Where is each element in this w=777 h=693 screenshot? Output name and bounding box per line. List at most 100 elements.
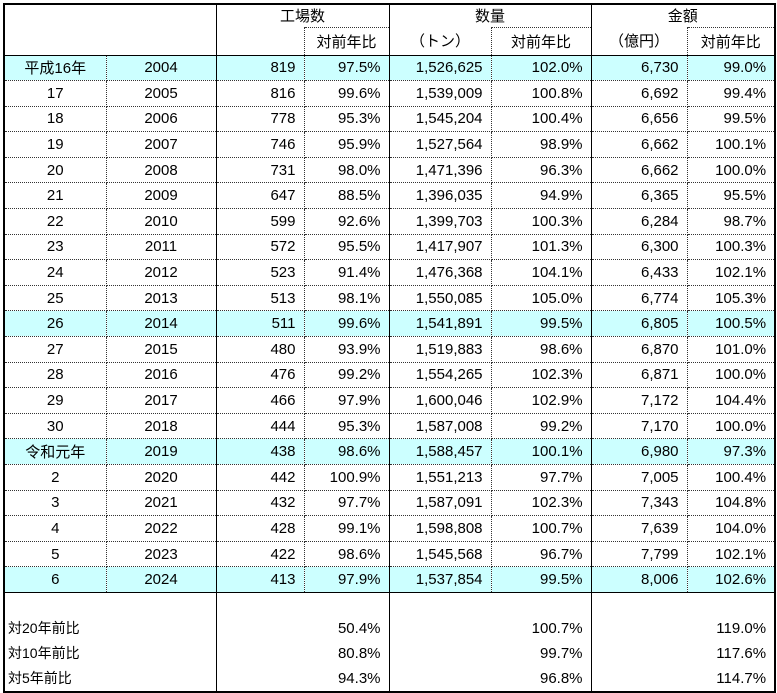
cell-tons: 1,519,883 <box>389 336 492 363</box>
table-row: 20 2008 731 98.0% 1,471,396 96.3% 6,662 100.0% <box>4 157 776 184</box>
cell-value: 7,799 <box>591 541 688 568</box>
cell-tons-yoy: 96.3% <box>491 157 592 184</box>
cell-factories-yoy: 98.1% <box>304 285 390 312</box>
cell-tons-yoy: 99.2% <box>491 413 592 440</box>
table-row: 26 2014 511 99.6% 1,541,891 99.5% 6,805 100.5% <box>4 310 776 338</box>
cell-tons-yoy: 100.3% <box>491 208 592 235</box>
cell-tons: 1,541,891 <box>389 310 492 338</box>
cell-tons-yoy: 101.3% <box>491 234 592 261</box>
cell-era: 22 <box>4 208 107 235</box>
cell-era: 平成16年 <box>4 55 107 82</box>
summary-body: 対20年前比 50.4% 100.7% 119.0% 対10年前比 80.8% 99.7% 1… <box>4 592 775 692</box>
cell-value: 6,300 <box>591 234 688 261</box>
summary-tons-yoy: 99.7% <box>389 640 592 666</box>
cell-era: 6 <box>4 566 107 593</box>
cell-tons: 1,598,808 <box>389 515 492 542</box>
cell-era: 19 <box>4 131 107 158</box>
cell-value: 6,284 <box>591 208 688 235</box>
cell-year: 2024 <box>106 566 217 593</box>
summary-factories-yoy: 50.4% <box>216 615 390 641</box>
table-row: 6 2024 413 97.9% 1,537,854 99.5% 8,006 102.6% <box>4 566 776 593</box>
cell-era: 20 <box>4 157 107 184</box>
cell-year: 2009 <box>106 182 217 210</box>
cell-value-yoy: 100.0% <box>687 157 776 184</box>
cell-value: 7,639 <box>591 515 688 542</box>
cell-era: 3 <box>4 490 107 517</box>
cell-factories-yoy: 98.6% <box>304 438 390 465</box>
cell-factories-yoy: 99.6% <box>304 310 390 338</box>
cell-value-yoy: 99.5% <box>687 106 776 133</box>
cell-year: 2007 <box>106 131 217 158</box>
table-row: 令和元年 2019 438 98.6% 1,588,457 100.1% 6,980 97.3… <box>4 438 776 465</box>
cell-value-yoy: 100.3% <box>687 234 776 261</box>
cell-tons-yoy: 102.3% <box>491 490 592 517</box>
cell-value-yoy: 100.0% <box>687 413 776 440</box>
table-body: 平成16年 2004 819 97.5% 1,526,625 102.0% 6,730 99.… <box>4 55 776 593</box>
cell-era: 24 <box>4 259 107 286</box>
summary-factories-yoy: 94.3% <box>216 665 390 692</box>
cell-factories-yoy: 88.5% <box>304 182 390 210</box>
header-sub-row: 対前年比 （トン） 対前年比 （億円） 対前年比 <box>4 26 776 56</box>
cell-era: 25 <box>4 285 107 312</box>
cell-factories: 746 <box>216 131 305 158</box>
cell-tons: 1,587,091 <box>389 490 492 517</box>
cell-year: 2006 <box>106 106 217 133</box>
spacer-cell <box>216 592 390 616</box>
cell-tons: 1,476,368 <box>389 259 492 286</box>
cell-tons-yoy: 105.0% <box>491 285 592 312</box>
cell-factories: 442 <box>216 464 305 491</box>
cell-factories: 422 <box>216 541 305 568</box>
cell-era: 30 <box>4 413 107 440</box>
cell-tons-yoy: 97.7% <box>491 464 592 491</box>
cell-factories: 438 <box>216 438 305 465</box>
cell-year: 2019 <box>106 438 217 465</box>
cell-year: 2022 <box>106 515 217 542</box>
cell-factories: 816 <box>216 80 305 107</box>
cell-tons: 1,588,457 <box>389 438 492 465</box>
table-row: 27 2015 480 93.9% 1,519,883 98.6% 6,870 101.0% <box>4 336 776 363</box>
cell-tons: 1,539,009 <box>389 80 492 107</box>
cell-tons: 1,417,907 <box>389 234 492 261</box>
cell-value-yoy: 102.1% <box>687 259 776 286</box>
cell-value: 6,433 <box>591 259 688 286</box>
cell-value: 7,172 <box>591 387 688 414</box>
header-group-factories: 工場数 <box>216 4 390 27</box>
cell-value: 7,170 <box>591 413 688 440</box>
summary-label: 対20年前比 <box>4 615 217 641</box>
cell-era: 21 <box>4 182 107 210</box>
cell-value: 6,871 <box>591 362 688 389</box>
table-row: 19 2007 746 95.9% 1,527,564 98.9% 6,662 100.1% <box>4 131 776 158</box>
table-row: 3 2021 432 97.7% 1,587,091 102.3% 7,343 104.8% <box>4 490 776 517</box>
cell-era: 27 <box>4 336 107 363</box>
cell-factories: 413 <box>216 566 305 593</box>
summary-label: 対5年前比 <box>4 665 217 692</box>
spacer-cell <box>4 592 217 616</box>
cell-tons: 1,399,703 <box>389 208 492 235</box>
table-row: 24 2012 523 91.4% 1,476,368 104.1% 6,433 102.1% <box>4 259 776 286</box>
cell-value: 6,365 <box>591 182 688 210</box>
cell-value-yoy: 102.1% <box>687 541 776 568</box>
table-row: 25 2013 513 98.1% 1,550,085 105.0% 6,774 105.3% <box>4 285 776 312</box>
cell-tons-yoy: 100.1% <box>491 438 592 465</box>
table-row: 21 2009 647 88.5% 1,396,035 94.9% 6,365 95.5% <box>4 182 776 210</box>
cell-factories-yoy: 99.2% <box>304 362 390 389</box>
cell-era: 23 <box>4 234 107 261</box>
cell-factories: 466 <box>216 387 305 414</box>
cell-value-yoy: 100.4% <box>687 464 776 491</box>
cell-tons-yoy: 100.7% <box>491 515 592 542</box>
cell-value-yoy: 105.3% <box>687 285 776 312</box>
cell-year: 2017 <box>106 387 217 414</box>
summary-tons-yoy: 100.7% <box>389 615 592 641</box>
cell-tons-yoy: 98.9% <box>491 131 592 158</box>
summary-label: 対10年前比 <box>4 640 217 666</box>
cell-factories: 599 <box>216 208 305 235</box>
cell-value-yoy: 100.1% <box>687 131 776 158</box>
cell-year: 2014 <box>106 310 217 338</box>
header-value-okuyen: （億円） <box>591 27 688 56</box>
header-value-yoy: 対前年比 <box>687 26 776 56</box>
cell-factories-yoy: 91.4% <box>304 259 390 286</box>
cell-tons-yoy: 100.4% <box>491 106 592 133</box>
cell-factories: 428 <box>216 515 305 542</box>
cell-factories-yoy: 92.6% <box>304 208 390 235</box>
cell-factories-yoy: 97.7% <box>304 490 390 517</box>
